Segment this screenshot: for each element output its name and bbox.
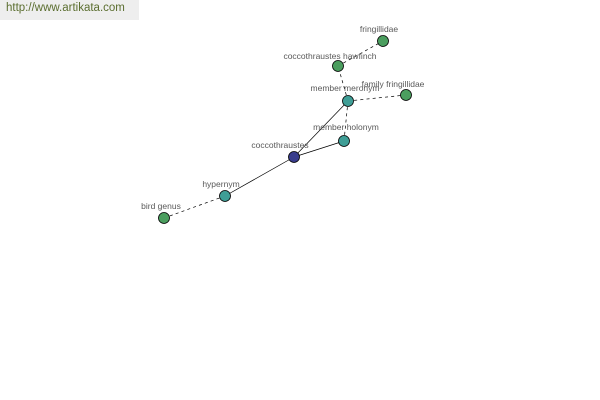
- svg-text:family fringillidae: family fringillidae: [362, 79, 425, 89]
- svg-text:fringillidae: fringillidae: [360, 24, 399, 34]
- svg-text:coccothraustes: coccothraustes: [251, 140, 308, 150]
- svg-text:bird genus: bird genus: [141, 201, 181, 211]
- svg-text:coccothraustes hawfinch: coccothraustes hawfinch: [283, 51, 376, 61]
- svg-text:member holonym: member holonym: [313, 122, 379, 132]
- svg-text:hypernym: hypernym: [202, 179, 239, 189]
